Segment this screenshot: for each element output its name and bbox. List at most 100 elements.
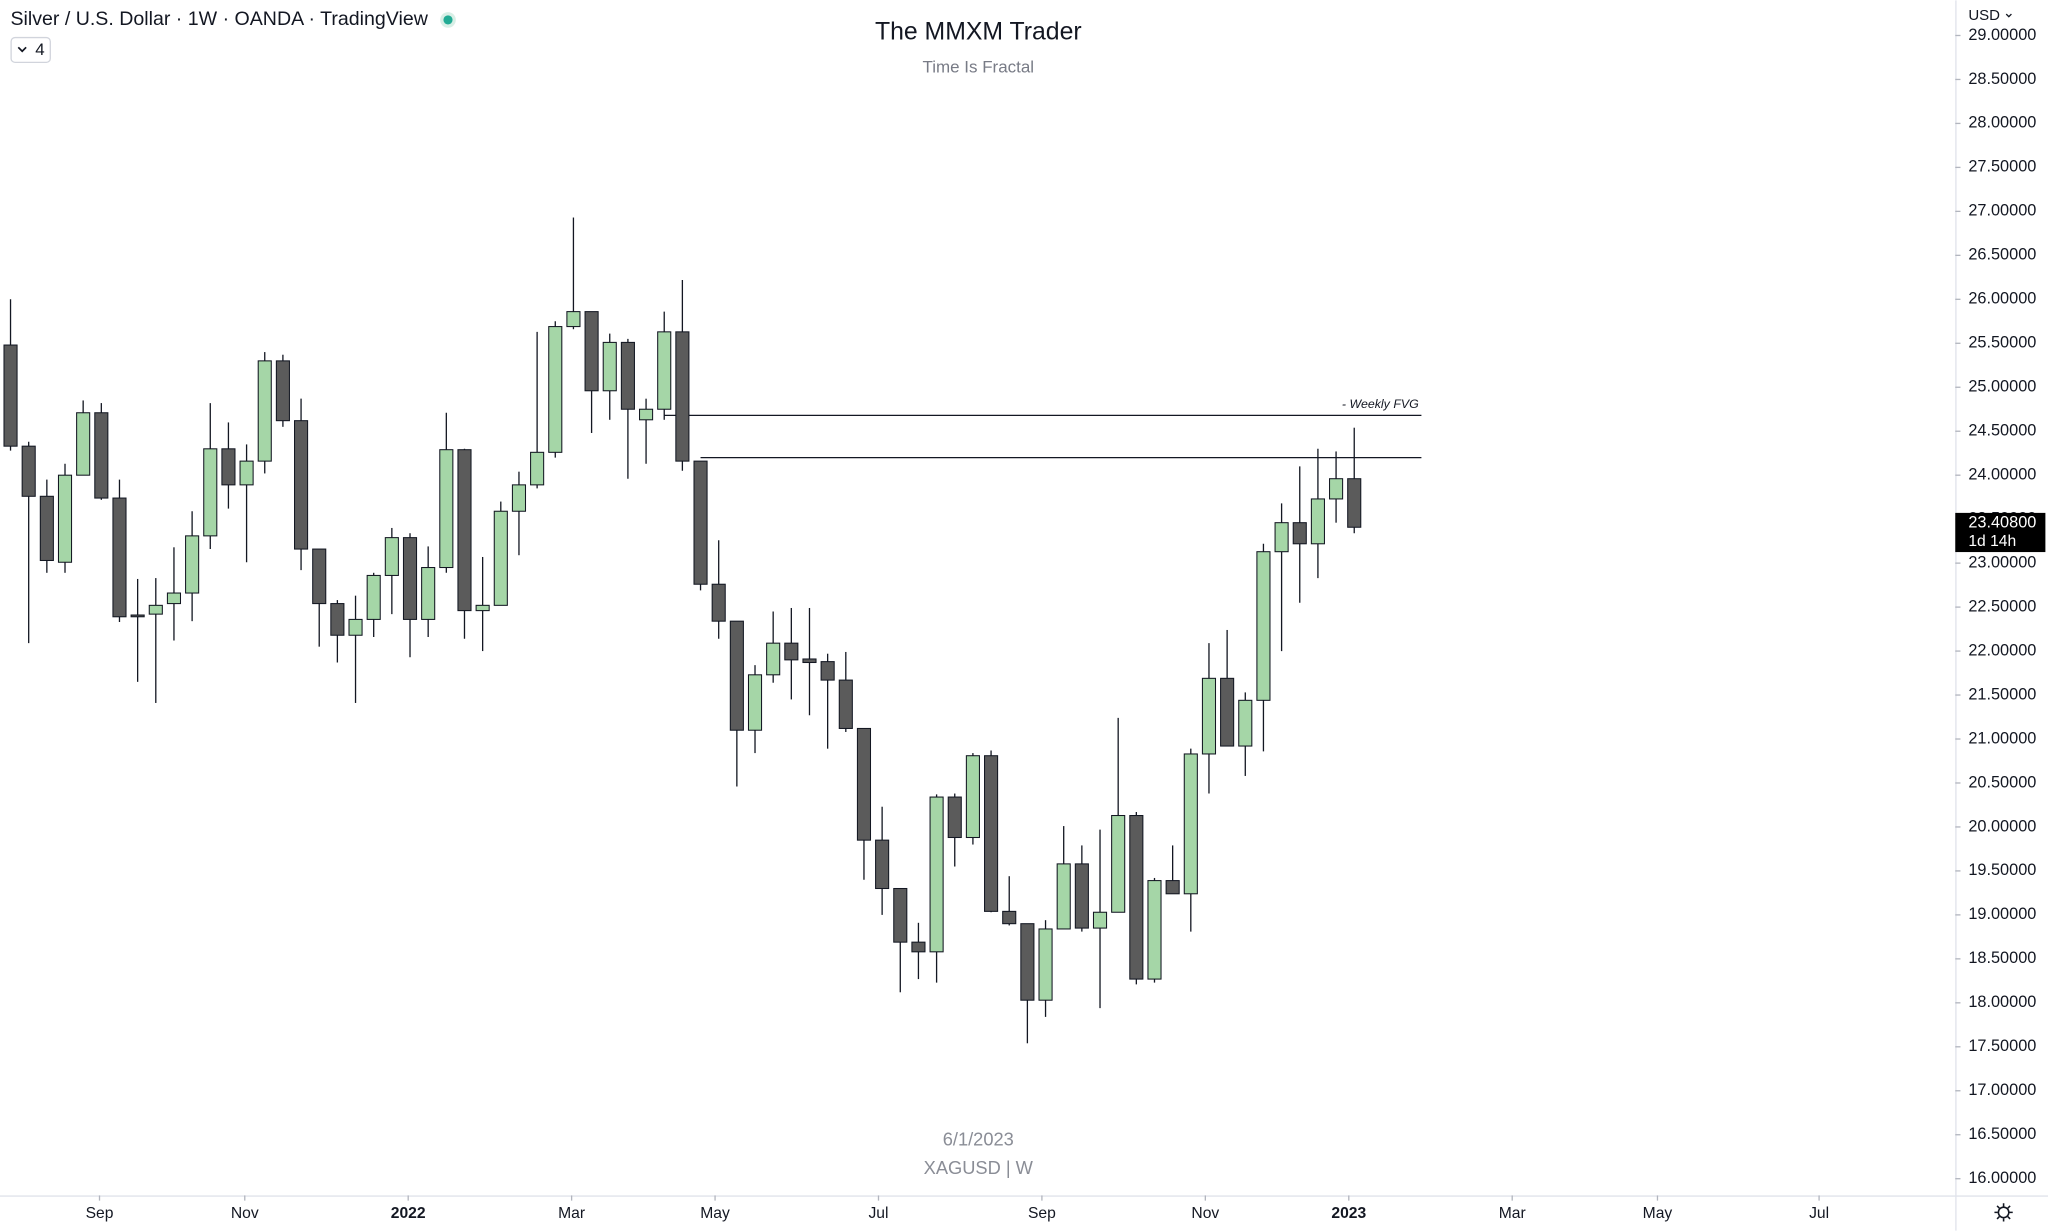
candle (1238, 692, 1253, 776)
candle-body (475, 604, 490, 612)
watermark-date: 6/1/2023 (943, 1128, 1014, 1149)
candle-body (584, 311, 599, 392)
y-tick-label: 25.50000 (1968, 334, 2036, 352)
status-dot (443, 15, 453, 25)
y-tick-label: 27.00000 (1968, 202, 2036, 220)
candle-body (384, 537, 399, 576)
candle (221, 422, 236, 509)
candle (984, 750, 999, 913)
candle (1274, 503, 1289, 652)
candle-body (1002, 910, 1017, 925)
y-tick-label: 29.00000 (1968, 26, 2036, 44)
candle (820, 653, 835, 749)
candle-body (965, 755, 980, 839)
y-tick-label: 22.00000 (1968, 641, 2036, 659)
candle (3, 299, 18, 451)
candle-body (1347, 478, 1362, 528)
y-tick-label: 23.00000 (1968, 553, 2036, 571)
currency-label[interactable]: USD (1968, 7, 2000, 24)
candle-body (1292, 522, 1307, 545)
candle-body (929, 796, 944, 953)
y-tick-label: 26.50000 (1968, 246, 2036, 264)
y-tick-label: 17.50000 (1968, 1037, 2036, 1055)
candle (1183, 748, 1198, 932)
candle (1038, 920, 1053, 1017)
y-tick-label: 21.50000 (1968, 685, 2036, 703)
candle (1111, 717, 1126, 913)
candle-body (148, 604, 163, 615)
candle-body (838, 679, 853, 729)
candle-body (984, 755, 999, 912)
price-tag-value: 23.40800 (1968, 514, 2036, 532)
candle-body (820, 661, 835, 681)
candle-body (856, 727, 872, 841)
candle (1074, 845, 1089, 932)
candle (566, 217, 581, 330)
candle-body (493, 510, 508, 606)
candle (148, 578, 163, 703)
candle (1220, 629, 1235, 747)
candle (875, 806, 890, 915)
candle (1002, 876, 1017, 926)
candle-body (1201, 677, 1217, 755)
y-tick-label: 17.00000 (1968, 1081, 2036, 1099)
candle-body (166, 592, 182, 605)
x-tick-label: Nov (1191, 1205, 1219, 1222)
y-tick-label: 19.00000 (1968, 905, 2036, 923)
y-tick-label: 25.00000 (1968, 378, 2036, 396)
candle (602, 333, 617, 420)
y-tick-label: 27.50000 (1968, 158, 2036, 176)
candle (893, 887, 908, 993)
candle-body (1038, 928, 1053, 1001)
candle (1020, 923, 1035, 1044)
candle (439, 412, 454, 573)
candle-body (947, 796, 962, 839)
candle-body (439, 449, 454, 569)
price-tag-countdown: 1d 14h (1968, 533, 2016, 550)
y-tick-label: 24.00000 (1968, 466, 2036, 484)
candle-body (766, 642, 781, 676)
candle-body (275, 360, 290, 422)
candle-body (94, 412, 109, 499)
x-tick-label: Mar (1499, 1205, 1526, 1222)
candle-body (203, 448, 218, 537)
y-tick-label: 20.00000 (1968, 817, 2036, 835)
currency-chevron (2005, 13, 2012, 18)
candle-body (1329, 478, 1344, 500)
candle-body (366, 574, 381, 620)
x-tick-label: 2022 (391, 1205, 426, 1222)
x-tick-label: Mar (558, 1205, 585, 1222)
candle-body (312, 548, 327, 605)
candle (511, 471, 527, 556)
candle-body (330, 603, 345, 636)
candle-body (130, 614, 145, 618)
candle (620, 338, 635, 479)
symbol-header: Silver / U.S. Dollar · 1W · OANDA · Trad… (10, 8, 428, 30)
x-tick-label: Jul (1809, 1205, 1829, 1222)
candle-body (1056, 863, 1071, 930)
candle (493, 501, 508, 606)
candle (657, 311, 672, 420)
candle-body (1020, 923, 1035, 1001)
candle-body (1310, 498, 1325, 545)
candle-body (76, 412, 91, 476)
candle-body (39, 495, 54, 562)
candle (166, 547, 182, 641)
candle (711, 540, 726, 639)
x-tick-label: May (700, 1205, 730, 1222)
candle (457, 448, 472, 639)
x-tick-label: Sep (1028, 1205, 1056, 1222)
candle (475, 556, 490, 652)
candle (1256, 543, 1271, 752)
candle (421, 546, 436, 638)
watermark-symbol: XAGUSD | W (924, 1157, 1034, 1178)
candle (1092, 829, 1108, 1009)
candle-body (875, 839, 890, 890)
candle-body (911, 941, 926, 953)
candle-body (893, 887, 908, 943)
indicator-toggle[interactable] (10, 36, 51, 64)
settings-icon[interactable] (1994, 1203, 2013, 1222)
candle-body (602, 341, 617, 392)
candle-body (421, 567, 436, 620)
